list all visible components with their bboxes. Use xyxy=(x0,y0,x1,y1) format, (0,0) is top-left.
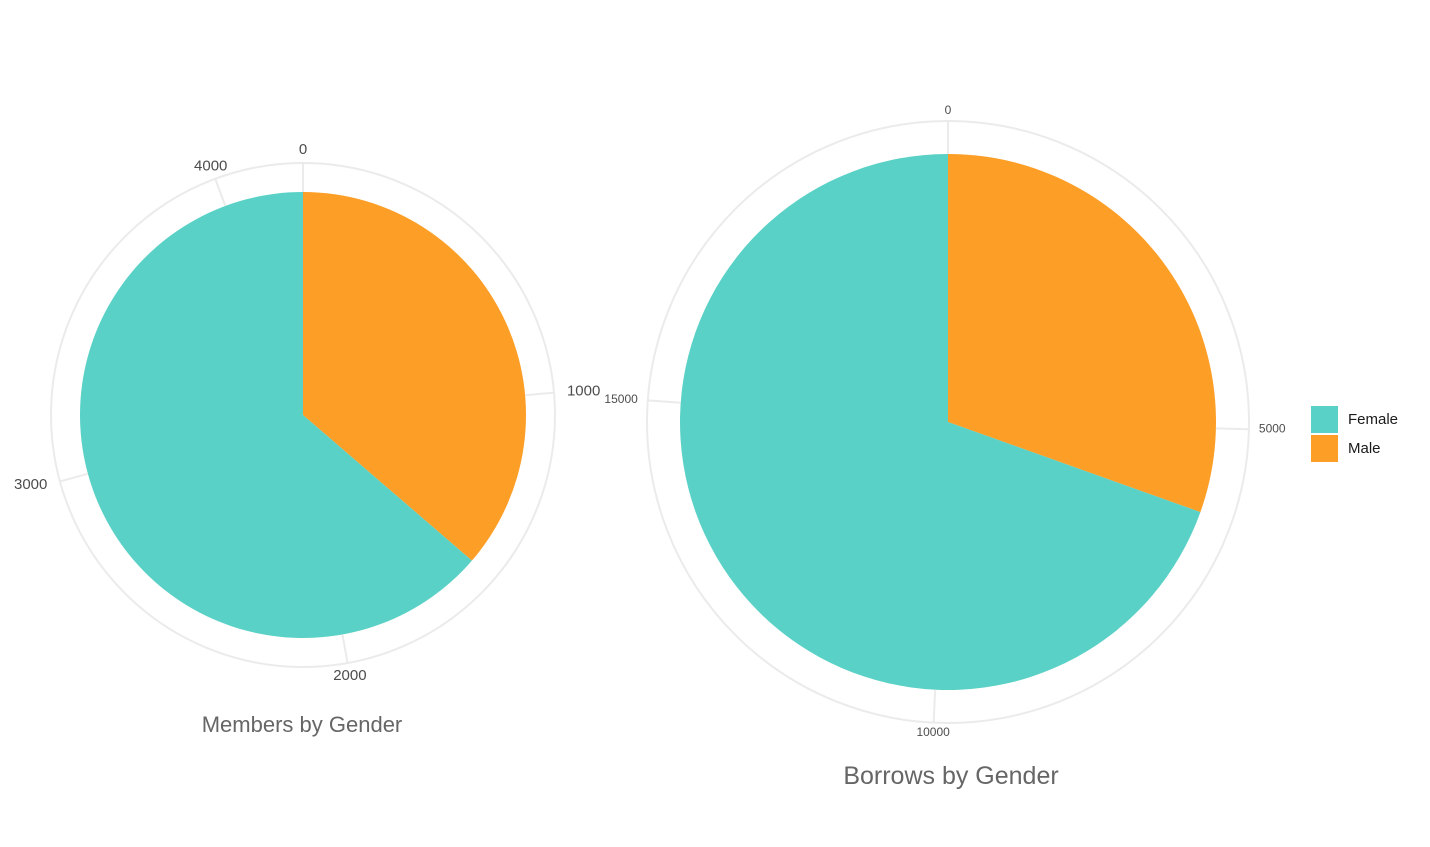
members-tick-line xyxy=(525,391,555,397)
borrows-tick-label: 0 xyxy=(945,103,952,117)
members-pie-chart: 0 1000 2000 3000 4000 xyxy=(14,141,600,684)
members-tick-label: 1000 xyxy=(567,382,600,399)
legend-item-male: Male xyxy=(1311,434,1398,463)
members-tick-label: 3000 xyxy=(14,476,47,493)
members-tick-line xyxy=(59,472,89,483)
legend-key-female xyxy=(1311,406,1338,433)
members-slice-male xyxy=(303,192,527,561)
borrows-slice-male xyxy=(948,154,1217,513)
borrows-tick-line xyxy=(932,689,937,723)
borrows-tick-line xyxy=(1215,427,1249,431)
members-tick-line xyxy=(214,178,227,207)
legend-key-male xyxy=(1311,435,1338,462)
members-tick-label: 0 xyxy=(299,141,307,158)
members-tick-label: 4000 xyxy=(194,158,227,175)
borrows-tick-label: 10000 xyxy=(916,725,950,739)
legend-label-male: Male xyxy=(1348,440,1381,457)
borrows-pie-chart: 0 5000 10000 15000 xyxy=(604,103,1286,739)
borrows-tick-label: 5000 xyxy=(1259,422,1286,436)
legend-label-female: Female xyxy=(1348,411,1399,428)
legend-item-female: Female xyxy=(1311,405,1398,434)
borrows-tick-label: 15000 xyxy=(604,392,638,406)
members-chart-title: Members by Gender xyxy=(201,712,403,737)
borrows-slice-female xyxy=(680,154,1201,690)
members-slice-female xyxy=(80,192,472,638)
borrows-chart-title: Borrows by Gender xyxy=(843,762,1059,790)
members-tick-label: 2000 xyxy=(333,667,366,684)
borrows-tick-line xyxy=(647,399,681,404)
legend: Female Male xyxy=(1311,405,1398,463)
members-tick-line xyxy=(341,634,349,664)
